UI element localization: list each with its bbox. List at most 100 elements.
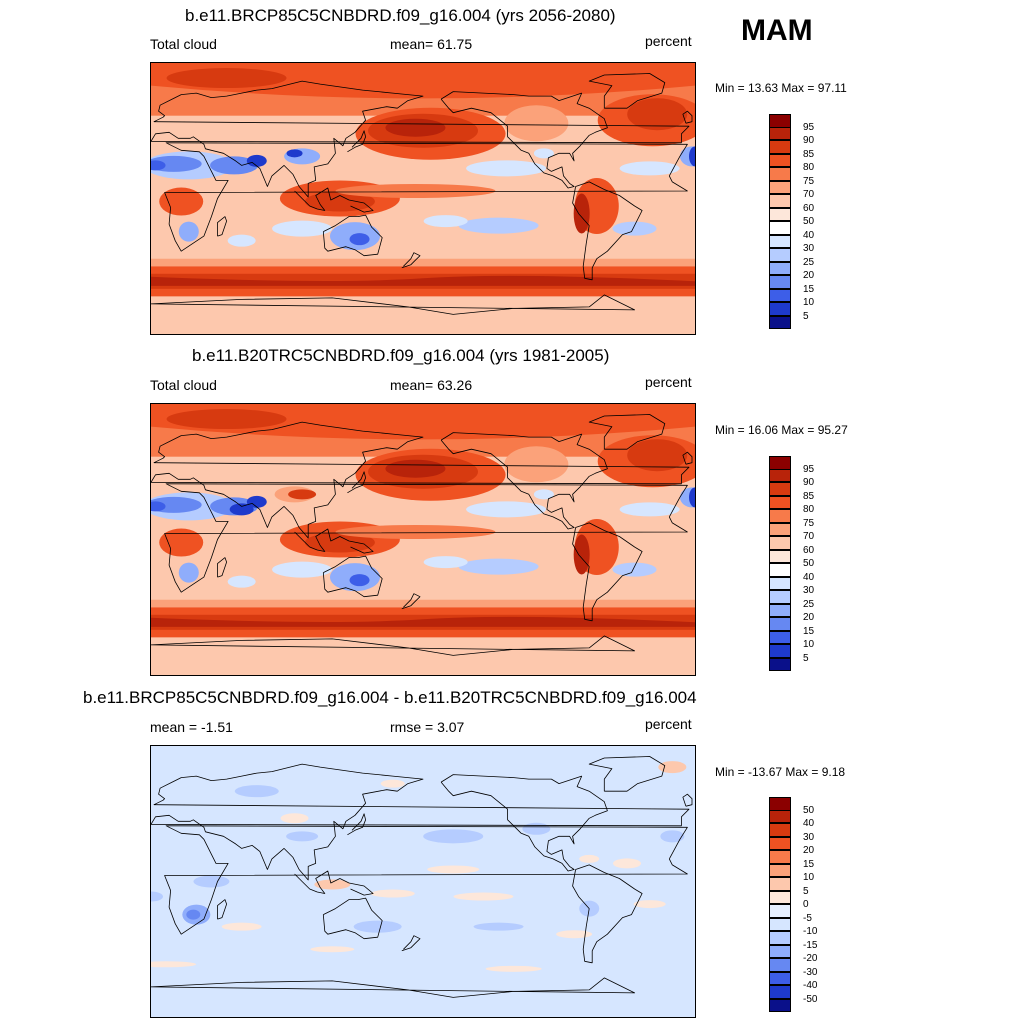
colorbar-box [769, 630, 791, 644]
map-shade-region [385, 118, 446, 137]
colorbar-box [769, 603, 791, 617]
coastline [294, 870, 374, 896]
colorbar-tick-label: 5 [803, 652, 809, 664]
coastline [347, 130, 366, 153]
panel-1-colorbar: 95 90 85 80 75 70 60 50 40 30 25 20 15 10 5 [769, 114, 829, 330]
colorbar-tick-label: -40 [803, 980, 818, 991]
colorbar-box [769, 153, 791, 167]
colorbar-tick-label: 95 [803, 121, 815, 133]
panel-1-minmax: Min = 13.63 Max = 97.11 [715, 81, 847, 95]
panel-3-units-label: percent [645, 716, 692, 732]
coastline [440, 91, 608, 189]
map-shade-region [613, 858, 641, 869]
colorbar-box [769, 549, 791, 563]
map-shade-region [246, 154, 267, 167]
coastline [217, 216, 227, 237]
colorbar-box [769, 863, 791, 877]
panel-3-colorbar: 50 40 30 20 15 10 5 0 -5 -10 -15 -20 -30 -40 -50 [769, 797, 829, 1013]
coastline [217, 899, 227, 920]
colorbar-tick-label: 15 [803, 858, 815, 870]
panel-1-units-label: percent [645, 33, 692, 49]
map-shade-region [221, 922, 262, 931]
colorbar-tick-label: -50 [803, 993, 818, 1005]
map-shade-region [166, 409, 287, 430]
map-shade-region [689, 487, 695, 508]
coastline [151, 80, 690, 198]
colorbar-box [769, 944, 791, 958]
colorbar-box [769, 167, 791, 181]
coastline [151, 763, 690, 881]
colorbar-box [769, 275, 791, 289]
map-shade-region [151, 160, 166, 171]
map-shade-region [151, 616, 695, 627]
map-shade-region [335, 183, 496, 198]
colorbar-box [769, 576, 791, 590]
coastline [588, 756, 666, 792]
panel-3-rmse-label: rmse = 3.07 [390, 719, 465, 735]
colorbar-tick-label: 50 [803, 216, 815, 227]
map-shade-region [370, 889, 415, 898]
colorbar-box [769, 563, 791, 577]
map-shade-region [234, 785, 279, 798]
colorbar-tick-label: 20 [803, 270, 815, 281]
panel-3-map [150, 745, 696, 1018]
map-shade-region [280, 813, 309, 824]
colorbar-box [769, 590, 791, 604]
colorbar-tick-label: 70 [803, 189, 815, 200]
map-shade-region [288, 489, 317, 500]
map-shade-region [151, 275, 695, 286]
colorbar-tick-label: 5 [803, 310, 809, 322]
colorbar-tick-label: 75 [803, 517, 815, 529]
panel-3-title: b.e11.BRCP85C5CNBDRD.f09_g16.004 - b.e11… [83, 688, 697, 707]
colorbar-tick-label: 30 [803, 585, 815, 596]
map-shade-region [159, 528, 204, 557]
coastline [401, 935, 421, 952]
colorbar-box [769, 234, 791, 248]
map-shade-region [314, 879, 351, 890]
colorbar-box [769, 890, 791, 904]
coastline [347, 813, 366, 836]
colorbar-box [769, 288, 791, 302]
colorbar-tick-label: 60 [803, 202, 815, 214]
map-shade-region [246, 495, 267, 508]
panel-2-variable-label: Total cloud [150, 377, 217, 393]
map-shade-region [272, 561, 333, 578]
map-shade-region [151, 63, 695, 99]
panel-1-title: b.e11.BRCP85C5CNBDRD.f09_g16.004 (yrs 20… [185, 6, 616, 25]
coastline [164, 825, 688, 935]
coastline [682, 451, 693, 465]
map-shade-region [178, 221, 199, 242]
colorbar-box [769, 482, 791, 496]
colorbar-tick-label: 90 [803, 135, 815, 146]
map-shade-region [151, 746, 695, 1017]
coastline [682, 793, 693, 807]
colorbar-tick-label: 40 [803, 818, 815, 829]
map-shade-region [485, 965, 542, 972]
coastline [682, 110, 693, 124]
colorbar-tick-label: 50 [803, 804, 815, 816]
colorbar-box [769, 917, 791, 931]
colorbar-box [769, 315, 791, 329]
colorbar-tick-label: 25 [803, 256, 815, 268]
colorbar-box [769, 797, 791, 811]
coastline [440, 774, 608, 872]
coastline [151, 421, 690, 539]
colorbar-tick-label: 50 [803, 558, 815, 569]
map-shade-region [349, 233, 370, 246]
map-shade-region [272, 220, 333, 237]
coastline [151, 635, 635, 656]
map-shade-region [504, 446, 569, 483]
coastline [322, 555, 383, 598]
colorbar-box [769, 657, 791, 671]
colorbar-box [769, 823, 791, 837]
coastline [588, 414, 666, 450]
map-shade-region [227, 234, 256, 247]
coastline [151, 977, 635, 998]
map-shade-region [556, 930, 593, 939]
colorbar-box [769, 221, 791, 235]
map-shade-region [304, 532, 375, 553]
coastline [322, 214, 383, 257]
coastline [164, 142, 688, 252]
colorbar-tick-label: 0 [803, 899, 809, 910]
colorbar-tick-label: 10 [803, 297, 815, 308]
